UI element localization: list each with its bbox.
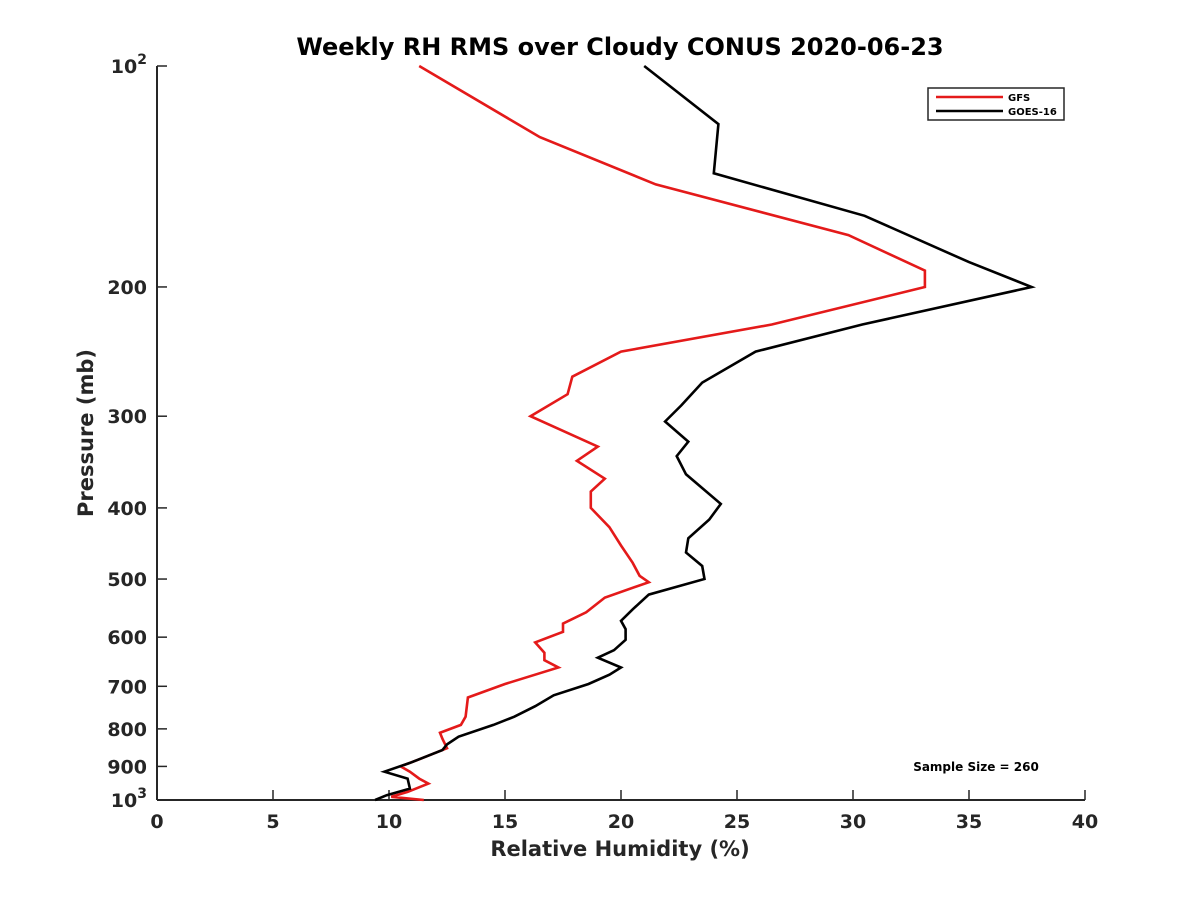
x-axis-label: Relative Humidity (%) xyxy=(490,837,749,861)
x-tick-label: 25 xyxy=(724,811,750,833)
legend-box xyxy=(927,87,1065,121)
x-tick-label: 10 xyxy=(376,811,402,833)
y-axis-ticks: 102 200 300 400 500 600 700 800 900 103 xyxy=(107,52,167,812)
y-tick-label: 103 xyxy=(111,786,147,812)
x-tick-label: 30 xyxy=(840,811,866,833)
y-tick-label: 500 xyxy=(107,569,147,591)
plot-area: 0 5 10 15 20 25 30 35 40 102 200 300 400 500 600 700 80… xyxy=(107,52,1098,833)
legend-entries: GFS GOES-16 xyxy=(936,93,1057,118)
legend: GFS GOES-16 xyxy=(927,87,1065,121)
y-tick-label: 700 xyxy=(107,676,147,698)
x-tick-label: 5 xyxy=(266,811,279,833)
y-tick-label: 800 xyxy=(107,719,147,741)
legend-label-gfs: GFS xyxy=(1008,93,1030,104)
y-tick-label: 400 xyxy=(107,498,147,520)
y-tick-label: 600 xyxy=(107,627,147,649)
y-axis-label: Pressure (mb) xyxy=(74,349,98,517)
x-tick-label: 20 xyxy=(608,811,634,833)
chart-title: Weekly RH RMS over Cloudy CONUS 2020-06-… xyxy=(296,33,943,61)
x-tick-label: 40 xyxy=(1072,811,1098,833)
y-tick-label: 300 xyxy=(107,406,147,428)
x-tick-label: 0 xyxy=(150,811,163,833)
x-axis-ticks: 0 5 10 15 20 25 30 35 40 xyxy=(150,790,1098,833)
y-tick-label: 102 xyxy=(111,52,147,78)
y-tick-label: 900 xyxy=(107,756,147,778)
x-tick-label: 35 xyxy=(956,811,982,833)
series-line-goes-16 xyxy=(374,64,1037,802)
series-layer xyxy=(374,64,1037,802)
y-tick-label: 200 xyxy=(107,277,147,299)
x-tick-label: 15 xyxy=(492,811,518,833)
sample-size-annotation: Sample Size = 260 xyxy=(913,760,1039,774)
legend-label-goes-16: GOES-16 xyxy=(1008,107,1057,118)
